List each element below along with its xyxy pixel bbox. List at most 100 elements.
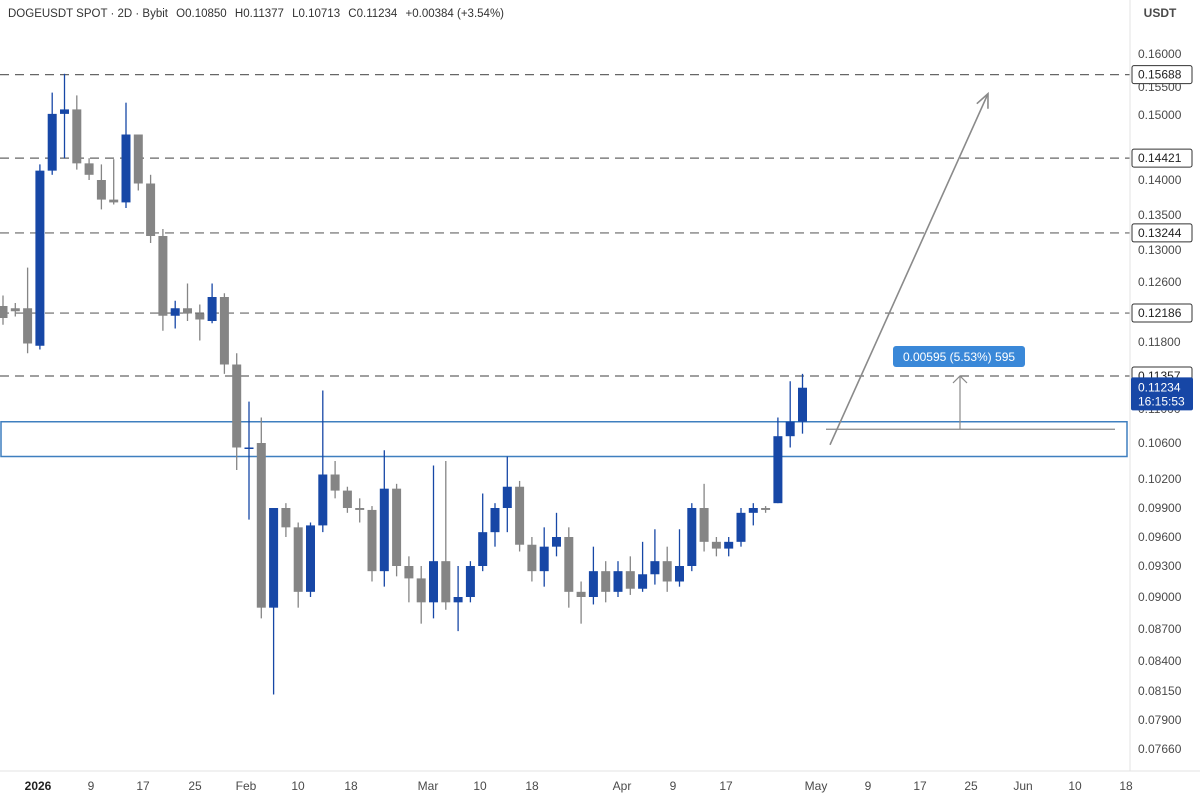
price-tick-label: 0.13000 [1138,243,1182,257]
candle-body [416,578,426,603]
price-tick-label: 0.10600 [1138,436,1182,450]
candle-body [650,561,660,575]
candle [183,283,192,321]
candle [293,522,303,608]
horizontal-levels-layer [0,73,1130,377]
price-tick-label: 0.09900 [1138,501,1182,515]
candle-body [675,566,684,582]
time-axis[interactable]: 2026 9 17 25 Feb 10 18 Mar 10 18 Apr 9 17 May 9 17 25 Jun… [0,770,1200,797]
time-axis-background [0,771,1200,797]
candle [96,164,106,210]
candle [146,174,156,243]
candle-body [293,527,303,592]
candle-body [711,541,721,549]
candle [588,546,598,605]
candle-body [748,508,758,513]
level-price-tag [1131,148,1193,168]
candle-body [170,308,180,316]
candle [244,401,254,520]
time-tick-label: Jun [1013,779,1032,793]
candle-body [699,508,709,542]
candle-body [441,561,451,603]
candle-body [60,109,69,114]
time-tick-label: 17 [136,779,150,793]
time-tick-label: Apr [613,779,632,793]
time-tick-label: May [805,779,828,793]
level-price-label: 0.12186 [1138,306,1182,320]
candle-body [256,443,266,608]
candle [330,461,340,499]
candle [60,73,69,159]
time-tick-label: 10 [1068,779,1082,793]
candle [515,480,525,552]
candle [539,527,549,587]
candle [687,503,697,572]
candle [453,566,463,632]
candle [601,561,611,603]
candle-body [306,525,315,592]
candle [478,493,488,572]
price-tick-label: 0.14000 [1138,173,1182,187]
candle-body [515,486,525,545]
candle [625,556,635,595]
legend-low: L0.10713 [292,8,340,20]
legend-text: DOGEUSDT SPOT · 2D · Bybit O0.10850 H0.1… [8,8,504,20]
candle [662,546,672,592]
candle [23,267,33,354]
candle [638,541,648,592]
candle [47,92,57,175]
candle-body [244,447,254,449]
time-tick-label: 18 [1119,779,1133,793]
candle-body [367,509,377,572]
candle [232,353,242,470]
candle-body [601,571,611,592]
candle [613,561,623,597]
candle-body [35,170,45,346]
candle-body [0,306,8,318]
candle [761,506,771,513]
candle [699,483,709,552]
level-price-tag [1131,223,1193,243]
candle [133,134,143,191]
level-price-label: 0.14421 [1138,151,1182,165]
current-price-label: 0.11234 [1138,380,1181,394]
price-tick-label: 0.08150 [1138,684,1182,698]
candle-body [404,566,414,579]
price-tick-label: 0.11800 [1138,335,1181,349]
price-tick-label: 0.09000 [1138,590,1182,604]
support-zone-box[interactable] [0,421,1128,458]
candle-body [72,109,82,164]
candle [416,566,426,624]
price-tick-label: 0.07900 [1138,713,1182,727]
candle [404,556,414,603]
candle-body [552,537,561,547]
candle-body [183,308,192,314]
legend-close: C0.11234 [348,8,398,20]
candle [773,417,783,504]
candle [0,295,8,325]
candle-body [465,566,475,597]
candle-body [195,313,205,320]
price-tick-label: 0.10200 [1138,472,1182,486]
support-zone-layer [0,421,1128,458]
candle [564,527,574,608]
candle-body [539,546,549,572]
candle-body [23,308,33,344]
candle-countdown: 16:15:53 [1138,394,1185,408]
candle [711,537,721,557]
projection-arrow-line[interactable] [829,93,989,446]
candle [170,300,180,329]
price-axis-currency: USDT [1144,6,1177,20]
candle-body [588,571,598,597]
measure-label-box [893,345,1025,367]
candle-body [502,486,512,508]
candle [798,373,807,434]
legend-high: H0.11377 [235,8,284,20]
time-tick-label: 25 [964,779,978,793]
time-tick-label: 2026 [25,779,52,793]
time-tick-label: 17 [913,779,927,793]
candle [256,417,266,619]
candle [281,503,291,537]
candle [429,465,438,619]
